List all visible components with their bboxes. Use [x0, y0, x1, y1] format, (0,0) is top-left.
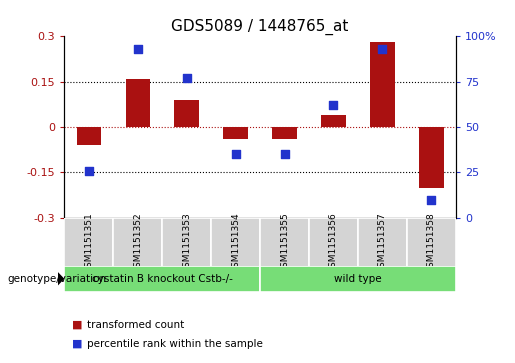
Text: ■: ■ [72, 339, 82, 349]
Point [427, 197, 435, 203]
Point [329, 102, 337, 108]
Bar [224, 127, 248, 139]
Point [182, 75, 191, 81]
Text: ■: ■ [72, 320, 82, 330]
Text: GSM1151352: GSM1151352 [133, 212, 142, 273]
Text: GSM1151357: GSM1151357 [378, 212, 387, 273]
Bar [113, 218, 162, 267]
Polygon shape [58, 272, 64, 286]
Point [84, 168, 93, 174]
Bar [211, 218, 260, 267]
Bar [64, 266, 260, 292]
Text: percentile rank within the sample: percentile rank within the sample [87, 339, 263, 349]
Title: GDS5089 / 1448765_at: GDS5089 / 1448765_at [171, 19, 349, 35]
Bar [77, 127, 101, 145]
Text: cystatin B knockout Cstb-/-: cystatin B knockout Cstb-/- [92, 274, 233, 284]
Bar [407, 218, 456, 267]
Text: genotype/variation: genotype/variation [8, 274, 107, 284]
Bar [126, 79, 150, 127]
Point [378, 46, 386, 52]
Text: wild type: wild type [334, 274, 382, 284]
Text: GSM1151356: GSM1151356 [329, 212, 338, 273]
Bar [370, 42, 394, 127]
Text: GSM1151354: GSM1151354 [231, 212, 240, 273]
Text: GSM1151353: GSM1151353 [182, 212, 191, 273]
Text: transformed count: transformed count [87, 320, 184, 330]
Bar [175, 100, 199, 127]
Bar [358, 218, 407, 267]
Bar [272, 127, 297, 139]
Bar [260, 218, 309, 267]
Bar [419, 127, 443, 188]
Text: GSM1151358: GSM1151358 [427, 212, 436, 273]
Point [231, 151, 239, 157]
Point [280, 151, 288, 157]
Bar [162, 218, 211, 267]
Text: GSM1151351: GSM1151351 [84, 212, 93, 273]
Bar [260, 266, 456, 292]
Point [133, 46, 142, 52]
Text: GSM1151355: GSM1151355 [280, 212, 289, 273]
Bar [321, 115, 346, 127]
Bar [64, 218, 113, 267]
Bar [309, 218, 358, 267]
